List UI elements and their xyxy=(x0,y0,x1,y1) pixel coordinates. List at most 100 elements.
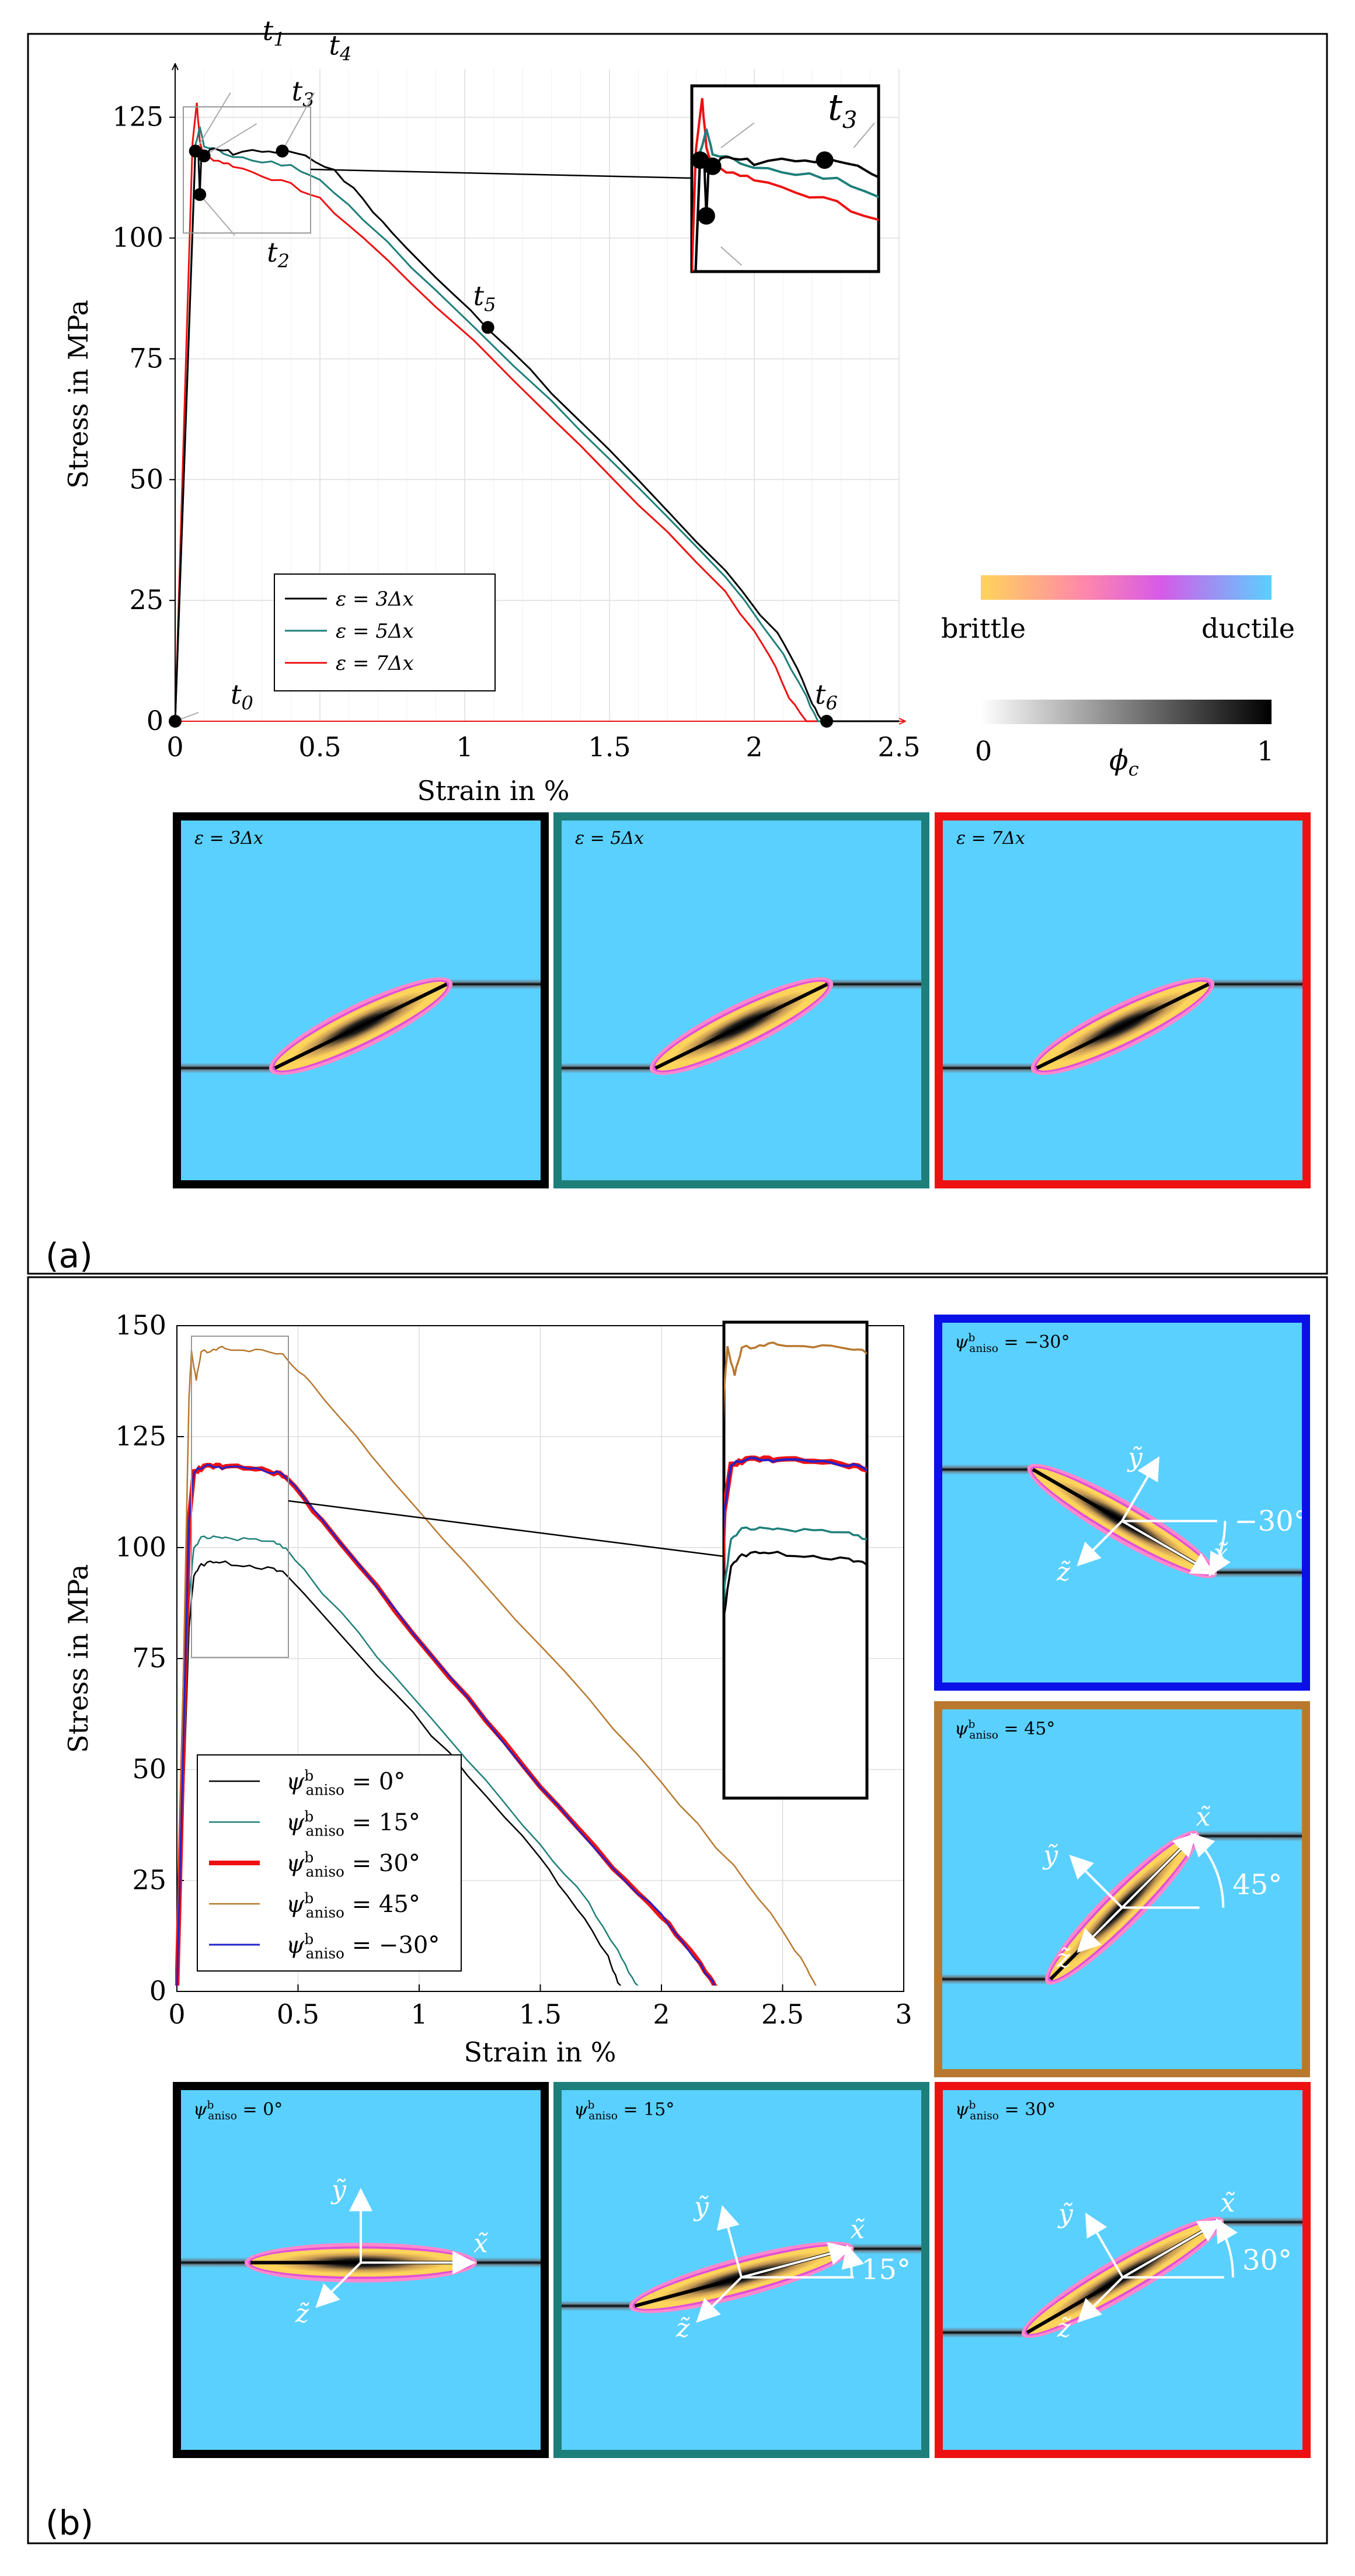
x-tilde-arrow xyxy=(1121,1833,1197,1908)
x-tilde-arrow xyxy=(1121,2220,1222,2279)
crack-snapshot: x̃ ỹ z̃ ψb aniso = 0° xyxy=(173,2082,549,2458)
snapshot-field xyxy=(558,816,925,1184)
y-tick-label: 0 xyxy=(147,705,163,736)
inset-series-line xyxy=(694,128,879,272)
snapshot-label: ψb aniso = 30° xyxy=(955,2099,1056,2123)
panel-a-x-label: Strain in % xyxy=(417,775,569,806)
panel-b-snapshots: x̃ ỹ z̃ −30° ψb aniso = −30° x̃ ỹ z̃ 45° ψb aniso =… xyxy=(173,1315,1311,2458)
legend-label: ε = 7Δx xyxy=(336,652,414,675)
panel-b-frame xyxy=(27,1276,1328,2544)
y-tilde-arrow xyxy=(1085,2212,1124,2278)
timepoint-leader xyxy=(194,92,231,152)
timepoint-label: t1 xyxy=(263,15,285,51)
panel-b-series xyxy=(175,1346,817,1986)
panel-b-inset xyxy=(722,1320,869,1800)
x-tick-label: 1.5 xyxy=(588,731,631,763)
panel-b-zoom-box xyxy=(191,1336,289,1658)
inset-series-line xyxy=(724,1456,867,1541)
x-tick-label: 1.5 xyxy=(519,1998,562,2030)
snapshot-label: ε = 3Δx xyxy=(194,828,263,849)
timepoint-marker xyxy=(197,149,211,162)
timepoint-marker xyxy=(276,144,289,158)
timepoint-leader xyxy=(199,194,235,236)
initial-crack-right xyxy=(1211,1567,1306,1578)
y-tilde-label: ỹ xyxy=(1127,1443,1143,1473)
y-tick-label: 0 xyxy=(149,1975,166,2007)
initial-crack-left xyxy=(177,2257,250,2268)
x-tilde-arrow xyxy=(1121,1520,1215,1575)
inset-frame xyxy=(690,84,880,273)
crack-snapshot: x̃ ỹ z̃ 45° ψb aniso = 45° xyxy=(934,1701,1310,2077)
crack-snapshot: x̃ ỹ z̃ 15° ψb aniso = 15° xyxy=(553,2082,929,2458)
z-tilde-arrow xyxy=(1077,1520,1123,1567)
y-tick-label: 125 xyxy=(115,1420,166,1452)
y-tick-label: 50 xyxy=(129,463,163,495)
angle-label: 30° xyxy=(1242,2244,1292,2277)
angle-label: 45° xyxy=(1232,1869,1282,1901)
crack-center-line xyxy=(654,982,828,1070)
panel-b-zoom-connector xyxy=(288,1500,724,1558)
initial-crack-left xyxy=(558,2300,635,2311)
x-tilde-label: x̃ xyxy=(473,2229,488,2258)
legend-label: ψb aniso = 0° xyxy=(286,1767,405,1799)
panel-b-label: (b) xyxy=(46,2503,93,2543)
inset-frame xyxy=(722,1320,869,1800)
z-tilde-label: z̃ xyxy=(1057,2314,1071,2344)
initial-crack-left xyxy=(939,1062,1037,1073)
phase-zero: 0 xyxy=(975,735,992,767)
panel-a-inset: t3 xyxy=(690,84,880,273)
y-tick-label: 50 xyxy=(132,1753,166,1785)
y-tick-label: 75 xyxy=(129,342,163,374)
x-tick-label: 0.5 xyxy=(277,1998,319,2030)
initial-crack-left xyxy=(939,2327,1027,2338)
crack-center-line xyxy=(274,982,448,1070)
angle-label: 15° xyxy=(861,2253,911,2286)
x-tilde-label: x̃ xyxy=(1196,1802,1211,1832)
z-tilde-arrow xyxy=(1077,2276,1124,2323)
panel-b-legend: ψb aniso = 0° ψb aniso = 15° ψb aniso = 30° ψb… xyxy=(197,1754,462,1972)
y-tilde-label: ỹ xyxy=(1057,2199,1074,2229)
panel-b-chart: 0 0.5 1 1.5 2 2.5 3 0 25 50 75 100 125 150 Strain in … xyxy=(62,1309,912,2068)
x-tick-label: 1 xyxy=(410,1998,427,2030)
panel-a-chart: 0 0.5 1 1.5 2 2.5 0 25 50 75 100 125 t0 t1 t2 t3 t4 t5 t6… xyxy=(62,15,921,806)
x-tick-label: 2.5 xyxy=(761,1998,804,2030)
timepoint-label: t4 xyxy=(329,30,352,65)
series-line xyxy=(176,1463,716,1986)
initial-crack-right xyxy=(1218,2217,1307,2228)
y-tick-label: 100 xyxy=(115,1531,166,1563)
snapshot-frame xyxy=(173,2082,549,2458)
y-tilde-arrow xyxy=(1121,1456,1159,1522)
timepoint-marker xyxy=(193,188,207,201)
snapshot-frame xyxy=(934,1701,1310,2077)
phase-colorbar xyxy=(981,700,1272,724)
initial-crack-left xyxy=(938,1974,1051,1985)
snapshot-label: ε = 5Δx xyxy=(575,828,644,849)
x-tick-label: 0 xyxy=(168,1998,185,2030)
initial-crack-right xyxy=(1208,979,1307,990)
inset-series-line xyxy=(724,1526,867,1612)
y-tick-label: 100 xyxy=(112,222,163,253)
legend-label: ε = 5Δx xyxy=(336,620,414,643)
panel-b-y-label: Stress in MPa xyxy=(62,1564,94,1753)
crack-snapshot: ε = 5Δx xyxy=(553,812,929,1188)
snapshot-label: ψb aniso = 0° xyxy=(193,2099,283,2123)
crack-snapshot: ε = 3Δx xyxy=(173,812,549,1188)
z-tilde-label: z̃ xyxy=(295,2299,309,2328)
snapshot-label: ψb aniso = 15° xyxy=(574,2099,674,2123)
y-tilde-label: ỹ xyxy=(330,2175,347,2205)
z-tilde-arrow xyxy=(696,2276,743,2323)
z-tilde-label: z̃ xyxy=(675,2314,690,2344)
legend-box xyxy=(274,573,496,691)
snapshot-field xyxy=(177,816,545,1184)
initial-crack-right xyxy=(848,2243,925,2254)
panel-a-legend: ε = 3Δx ε = 5Δx ε = 7Δx xyxy=(274,573,496,691)
series-line xyxy=(176,1346,817,1986)
y-tick-label: 125 xyxy=(112,101,163,133)
panel-a-frame xyxy=(27,33,1328,1275)
crack-snapshot: ε = 7Δx xyxy=(935,812,1311,1188)
snapshot-label: ψb aniso = −30° xyxy=(955,1332,1070,1355)
inset-series-line xyxy=(724,1551,867,1636)
y-tilde-arrow xyxy=(716,2205,743,2278)
panel-b-ticks: 0 0.5 1 1.5 2 2.5 3 0 25 50 75 100 125 150 xyxy=(115,1309,912,2030)
